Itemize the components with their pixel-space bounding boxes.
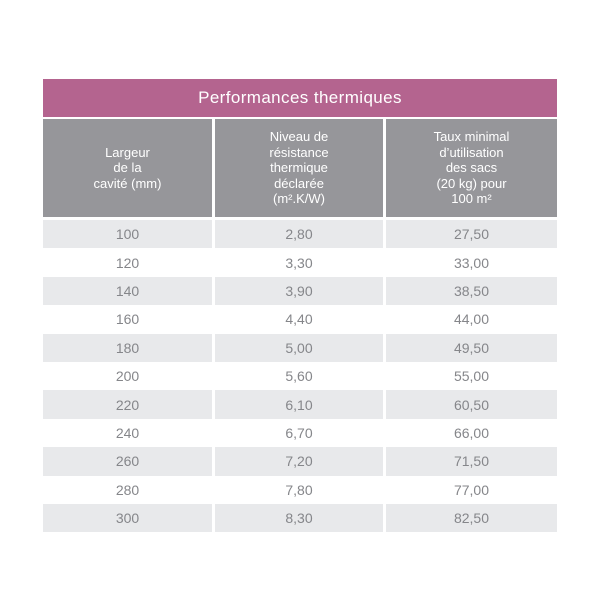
- table-cell: 200: [43, 361, 212, 391]
- table-cell: 180: [43, 333, 212, 362]
- column-header-min-usage-rate: Taux minimal d’utilisation des sacs (20 …: [386, 119, 557, 217]
- table-cell: 7,20: [215, 447, 383, 476]
- table-cell: 82,50: [386, 503, 557, 533]
- table-cell: 77,00: [386, 475, 557, 504]
- table-cell: 27,50: [386, 220, 557, 249]
- column-header-cavity-width: Largeur de la cavité (mm): [43, 119, 212, 217]
- table-cell: 49,50: [386, 333, 557, 362]
- thermal-performance-table: Performances thermiques Largeur de la ca…: [43, 79, 557, 533]
- table-cell: 38,50: [386, 276, 557, 306]
- table-cell: 140: [43, 276, 212, 306]
- table-cell: 60,50: [386, 390, 557, 419]
- table-cell: 3,30: [215, 248, 383, 277]
- table-cell: 240: [43, 418, 212, 448]
- table-cell: 300: [43, 503, 212, 533]
- table-cell: 66,00: [386, 418, 557, 448]
- table-row: 160 4,40 44,00: [43, 305, 557, 334]
- table-title: Performances thermiques: [198, 88, 402, 107]
- table-row: 120 3,30 33,00: [43, 248, 557, 277]
- table-row: 180 5,00 49,50: [43, 333, 557, 362]
- table-cell: 2,80: [215, 220, 383, 249]
- table-row: 260 7,20 71,50: [43, 447, 557, 476]
- table-cell: 4,40: [215, 305, 383, 334]
- table-row: 240 6,70 66,00: [43, 418, 557, 448]
- table-cell: 120: [43, 248, 212, 277]
- table-cell: 100: [43, 220, 212, 249]
- table-cell: 33,00: [386, 248, 557, 277]
- table-cell: 8,30: [215, 503, 383, 533]
- table-cell: 44,00: [386, 305, 557, 334]
- table-row: 140 3,90 38,50: [43, 276, 557, 306]
- table-cell: 5,00: [215, 333, 383, 362]
- table-cell: 220: [43, 390, 212, 419]
- table-body: 100 2,80 27,50 120 3,30 33,00 140 3,90 38,50 160 4…: [43, 220, 557, 533]
- table-row: 220 6,10 60,50: [43, 390, 557, 419]
- table-row: 100 2,80 27,50: [43, 220, 557, 249]
- table-cell: 280: [43, 475, 212, 504]
- table-cell: 7,80: [215, 475, 383, 504]
- column-header-thermal-resistance: Niveau de résistance thermique déclarée …: [215, 119, 383, 217]
- table-cell: 6,70: [215, 418, 383, 448]
- table-cell: 71,50: [386, 447, 557, 476]
- table-row: 280 7,80 77,00: [43, 475, 557, 504]
- table-cell: 6,10: [215, 390, 383, 419]
- table-cell: 3,90: [215, 276, 383, 306]
- table-cell: 260: [43, 447, 212, 476]
- table-cell: 5,60: [215, 361, 383, 391]
- table-row: 200 5,60 55,00: [43, 361, 557, 391]
- table-row: 300 8,30 82,50: [43, 503, 557, 533]
- table-header-row: Largeur de la cavité (mm) Niveau de rési…: [43, 119, 557, 217]
- table-cell: 55,00: [386, 361, 557, 391]
- table-title-bar: Performances thermiques: [43, 79, 557, 117]
- table-cell: 160: [43, 305, 212, 334]
